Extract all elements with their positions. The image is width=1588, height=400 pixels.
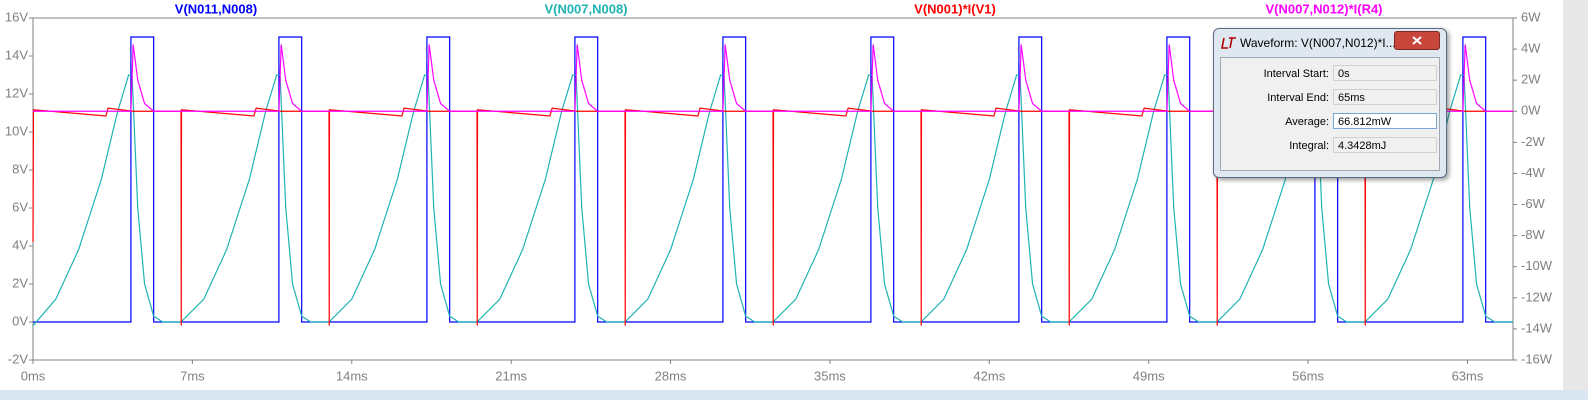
field-value[interactable]: 0s xyxy=(1333,65,1437,81)
field-label: Integral: xyxy=(1289,140,1329,152)
field-label: Interval End: xyxy=(1267,92,1329,104)
y-tick-label: 0V xyxy=(12,313,28,328)
dialog-title: Waveform: V(N007,N012)*I... xyxy=(1240,36,1396,50)
x-tick-label: 28ms xyxy=(655,368,687,383)
x-tick-label: 49ms xyxy=(1133,368,1165,383)
window-frame xyxy=(0,390,1588,400)
y-tick-label: 6V xyxy=(12,199,28,214)
dialog-row: Interval End: 65ms xyxy=(1221,88,1439,108)
field-label: Average: xyxy=(1285,116,1329,128)
legend-label: V(N007,N008) xyxy=(544,1,627,16)
dialog-row: Integral: 4.3428mJ xyxy=(1221,136,1439,156)
y-tick-label: 4V xyxy=(12,237,28,252)
field-value[interactable]: 65ms xyxy=(1333,89,1437,105)
y2-tick-label: -14W xyxy=(1521,320,1553,335)
y-tick-label: -2V xyxy=(8,351,29,366)
legend-label: V(N001)*I(V1) xyxy=(914,1,996,16)
x-tick-label: 14ms xyxy=(336,368,368,383)
y2-tick-label: 2W xyxy=(1521,72,1541,87)
y2-tick-label: -8W xyxy=(1521,227,1546,242)
y2-tick-label: -2W xyxy=(1521,134,1546,149)
x-tick-label: 42ms xyxy=(973,368,1005,383)
app-icon xyxy=(1221,37,1236,49)
field-value[interactable]: 4.3428mJ xyxy=(1333,137,1437,153)
y-tick-label: 8V xyxy=(12,161,28,176)
field-value[interactable]: 66.812mW xyxy=(1333,113,1437,129)
y2-tick-label: -10W xyxy=(1521,258,1553,273)
y-tick-label: 12V xyxy=(5,85,28,100)
legend-label: V(N007,N012)*I(R4) xyxy=(1265,1,1382,16)
x-tick-label: 21ms xyxy=(495,368,527,383)
y2-tick-label: -4W xyxy=(1521,165,1546,180)
window-edge xyxy=(1563,0,1588,400)
x-tick-label: 56ms xyxy=(1292,368,1324,383)
y2-tick-label: -16W xyxy=(1521,351,1553,366)
dialog[interactable]: Waveform: V(N007,N012)*I... Interval Sta… xyxy=(1213,28,1447,178)
x-tick-label: 0ms xyxy=(21,368,46,383)
y2-tick-label: -6W xyxy=(1521,196,1546,211)
y2-tick-label: 0W xyxy=(1521,103,1541,118)
y2-tick-label: -12W xyxy=(1521,289,1553,304)
x-tick-label: 35ms xyxy=(814,368,846,383)
x-tick-label: 7ms xyxy=(180,368,205,383)
y2-tick-label: 6W xyxy=(1521,9,1541,24)
legend-label: V(N011,N008) xyxy=(175,1,257,16)
y2-tick-label: 4W xyxy=(1521,41,1541,56)
x-tick-label: 63ms xyxy=(1452,368,1484,383)
field-label: Interval Start: xyxy=(1263,68,1329,80)
y-tick-label: 2V xyxy=(12,275,28,290)
y-tick-label: 14V xyxy=(5,47,28,62)
dialog-row: Interval Start: 0s xyxy=(1221,64,1439,84)
y-tick-label: 10V xyxy=(5,123,28,138)
y-tick-label: 16V xyxy=(5,9,28,24)
dialog-body: Interval Start: 0s Interval End: 65ms Averag… xyxy=(1220,57,1440,171)
close-icon xyxy=(1412,36,1422,45)
dialog-row: Average: 66.812mW xyxy=(1221,112,1439,132)
close-button[interactable] xyxy=(1394,31,1440,50)
